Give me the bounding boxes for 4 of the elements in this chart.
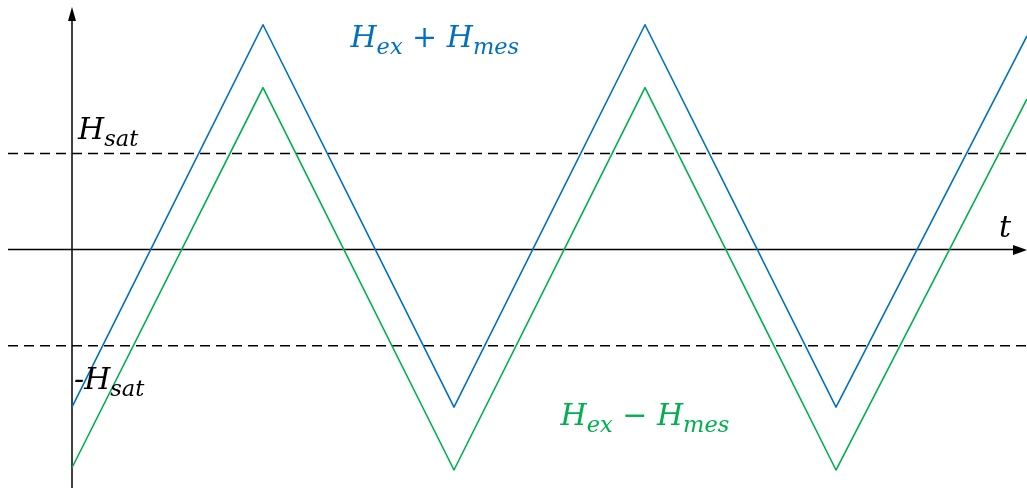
text: H$_{ex}$ + H$_{mes}$ <box>350 19 520 60</box>
ref-line-label: H$_{sat}$ <box>78 110 139 151</box>
x-axis-title: t <box>999 208 1012 244</box>
text: H$_{ex}$ − H$_{mes}$ <box>560 397 730 438</box>
